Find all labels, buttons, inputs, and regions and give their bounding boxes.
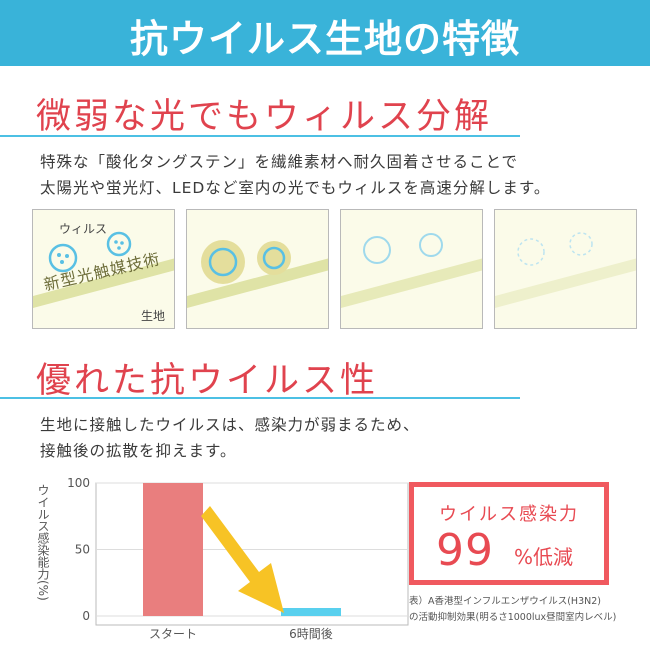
process-panel-2 xyxy=(186,209,329,329)
fabric-label: 生地 xyxy=(141,309,166,323)
process-panel-1: ウィルス 新型光触媒技術 生地 xyxy=(32,209,175,329)
virus-label: ウィルス xyxy=(59,222,108,236)
y-tick-label: 0 xyxy=(82,609,90,623)
x-tick-label: 6時間後 xyxy=(289,627,333,641)
result-unit: %低減 xyxy=(514,545,574,569)
arrow-icon xyxy=(201,506,284,613)
process-panel-4 xyxy=(494,209,637,329)
result-title: ウイルス感染力 xyxy=(439,504,579,525)
section2-title: 優れた抗ウイルス性 xyxy=(36,361,379,401)
section1-desc-line1: 特殊な「酸化タングステン」を繊維素材へ耐久固着させることで xyxy=(40,153,519,171)
virus-icon xyxy=(48,231,132,273)
result-box: ウイルス感染力 99 %低減 xyxy=(409,482,609,585)
virus-icon xyxy=(363,233,443,264)
infectivity-bar-chart: 100 50 0 スタート 6時間後 xyxy=(67,476,409,641)
chart-y-axis-label: ウイルス感染能力(%) xyxy=(36,484,50,601)
section1-divider xyxy=(0,135,520,137)
process-panel-3 xyxy=(340,209,483,329)
bar-start xyxy=(143,483,203,616)
virus-icon xyxy=(517,232,593,266)
y-tick-label: 100 xyxy=(67,476,90,490)
virus-icon xyxy=(208,246,286,277)
header-banner: 抗ウイルス生地の特徴 xyxy=(0,0,650,66)
section1-desc-line2: 太陽光や蛍光灯、LEDなど室内の光でもウィルスを高速分解します。 xyxy=(40,179,551,197)
virus-weakening-illustration xyxy=(341,233,482,308)
x-tick-label: スタート xyxy=(149,627,197,641)
section2-divider xyxy=(0,397,520,399)
fabric-illustration xyxy=(33,231,174,308)
section1-title: 微弱な光でもウィルス分解 xyxy=(36,97,493,137)
virus-decomposed-illustration xyxy=(495,232,636,308)
bar-after xyxy=(281,608,341,616)
page-title: 抗ウイルス生地の特徴 xyxy=(129,17,520,61)
result-value: 99 xyxy=(436,525,494,576)
section2-desc-line2: 接触後の拡散を抑えます。 xyxy=(40,442,237,460)
section2-desc-line1: 生地に接触したウイルスは、感染力が弱まるため、 xyxy=(40,416,420,434)
table-note-line2: の活動抑制効果(明るさ1000lux昼間室内レベル) xyxy=(409,612,617,623)
virus-contact-illustration xyxy=(187,240,328,308)
plot-area xyxy=(95,482,409,626)
y-tick-label: 50 xyxy=(75,543,90,557)
table-note-line1: 表）A香港型インフルエンザウイルス(H3N2) xyxy=(409,596,601,607)
